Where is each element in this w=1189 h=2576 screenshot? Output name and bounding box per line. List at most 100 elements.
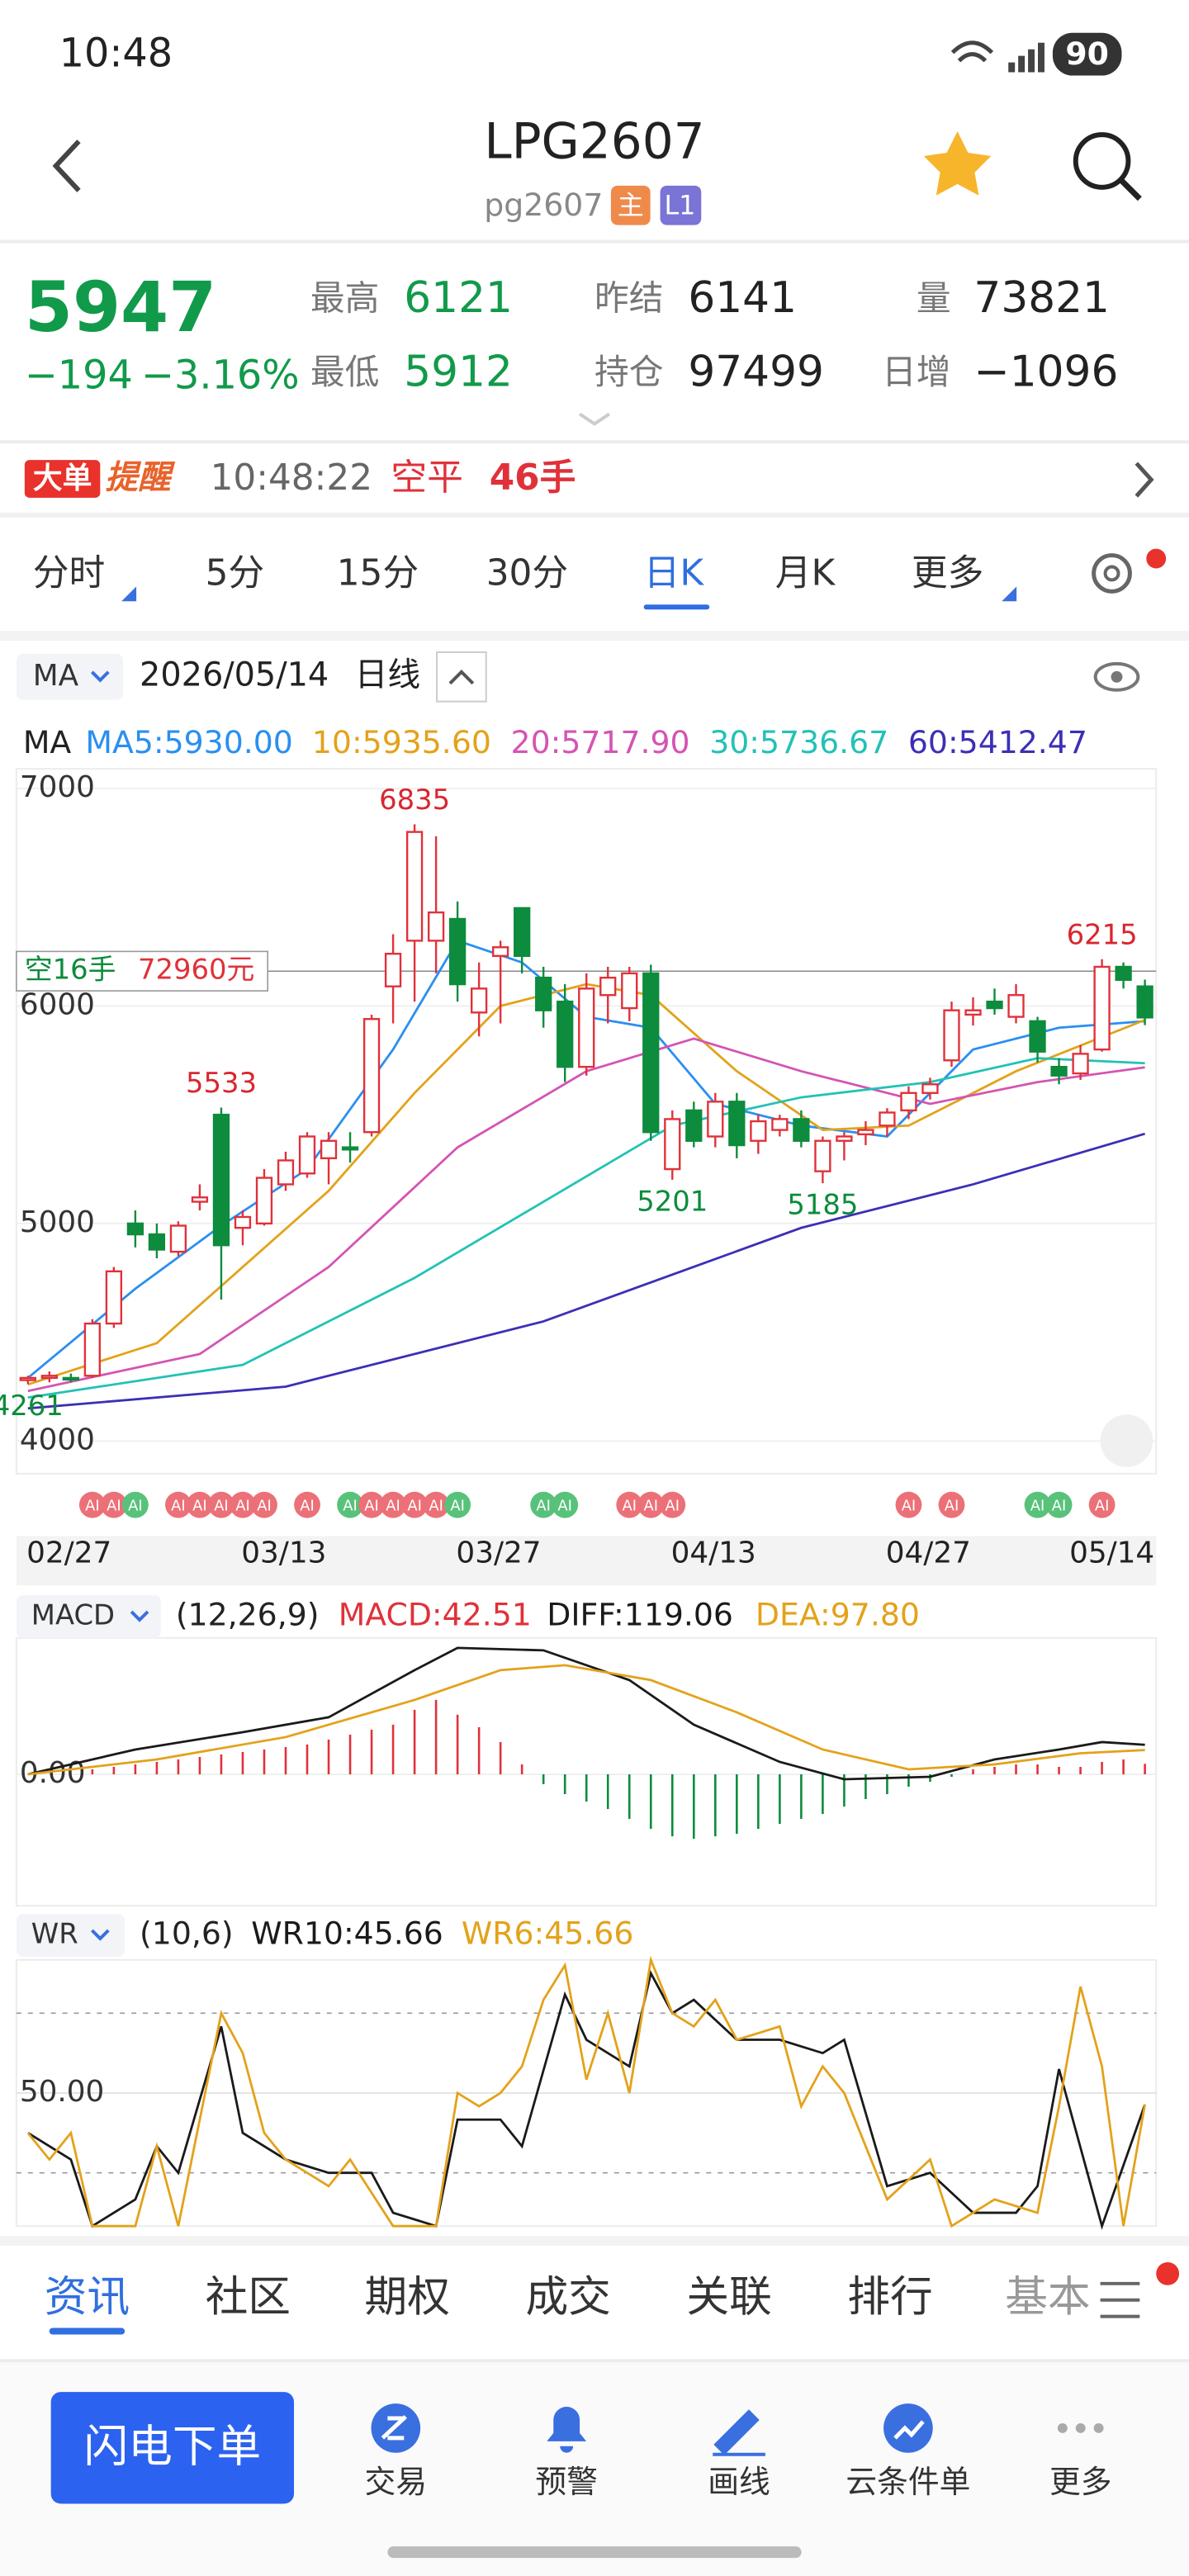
candle-body (599, 976, 617, 997)
bottom-tab[interactable]: 资讯 (45, 2273, 130, 2323)
indicator-selector[interactable] (16, 653, 124, 700)
alert-more[interactable] (1135, 462, 1154, 498)
candle-body (19, 1376, 36, 1381)
bottom-tab[interactable]: 基本 (1005, 2273, 1090, 2323)
quote-label: 持仓 (594, 352, 664, 392)
candle-body (277, 1159, 295, 1186)
x-tick-label: 02/27 (26, 1536, 111, 1570)
favorite-button[interactable] (923, 131, 992, 196)
candle-body (191, 1196, 209, 1203)
candle-body (470, 987, 488, 1014)
candle-body (212, 1113, 230, 1247)
alert-qty: 46手 (490, 457, 576, 499)
candle-body (964, 1009, 982, 1016)
candle-body (728, 1101, 746, 1147)
candle-body (1050, 1065, 1068, 1077)
visibility-button[interactable] (1093, 661, 1140, 692)
period-tab[interactable]: 更多 (912, 552, 983, 594)
candle-body (900, 1091, 917, 1112)
period-tab[interactable]: 日K (644, 552, 705, 594)
ai-signal-text: AI (557, 1498, 572, 1515)
search-button[interactable] (1073, 132, 1131, 190)
ai-signal (251, 1491, 277, 1518)
bottom-tab[interactable]: 社区 (206, 2273, 291, 2323)
legend-entry: 60:5412.47 (908, 724, 1087, 760)
alert-tag-text: 大单 (33, 462, 92, 495)
alert-action: 空平 (391, 457, 462, 499)
quick-order-button[interactable] (50, 2392, 295, 2504)
period-tab[interactable]: 分时 (33, 552, 105, 594)
period-tab[interactable]: 30分 (486, 552, 568, 594)
bottom-tab[interactable]: 成交 (525, 2273, 610, 2323)
menu-button[interactable] (1100, 2281, 1140, 2318)
candle-body (557, 1000, 574, 1068)
charts: 4000 5000 6000 7000 空16手 72960元 4261 5533 6835 52… (0, 724, 1157, 2230)
ai-signal-text: AI (407, 1498, 422, 1515)
dropdown-icon (90, 670, 110, 683)
extreme-label: 6215 (1067, 918, 1138, 950)
action-label[interactable]: 交易 (365, 2464, 428, 2500)
action-label[interactable]: 画线 (708, 2464, 770, 2500)
dropdown-icon (130, 1610, 149, 1622)
quote-value: 5912 (404, 348, 513, 397)
alert-time: 10:48:22 (211, 457, 372, 499)
extreme-label: 5185 (787, 1188, 858, 1220)
candle-body (255, 1177, 273, 1225)
bottom-tab[interactable]: 期权 (365, 2273, 450, 2323)
indicator-line (26, 1955, 1146, 2228)
candle-body (514, 907, 531, 957)
candle-body (793, 1118, 810, 1142)
candle-body (341, 1146, 359, 1151)
candle-body (405, 831, 424, 942)
period-tab[interactable]: 15分 (337, 552, 419, 594)
bottom-tab[interactable]: 排行 (847, 2273, 932, 2323)
action-icon (1075, 2422, 1086, 2433)
indicator-selector[interactable] (16, 1595, 161, 1638)
ai-signal (659, 1491, 686, 1518)
collapse-button[interactable] (436, 651, 487, 703)
badge-text: L1 (664, 190, 695, 221)
candle-body (62, 1376, 79, 1381)
badge (660, 185, 702, 225)
ai-signal (100, 1491, 127, 1518)
back-button[interactable] (52, 140, 81, 192)
ai-signal-text: AI (386, 1498, 400, 1515)
action-items: 交易 预警 画线 云条件单 更多 (365, 2464, 1112, 2500)
action-label[interactable]: 预警 (535, 2464, 598, 2500)
expand-button[interactable] (578, 412, 611, 426)
bottom-tab[interactable]: 关联 (686, 2273, 771, 2323)
ai-signal-text: AI (107, 1498, 121, 1515)
period-tab[interactable]: 5分 (206, 552, 265, 594)
indicator-params: (10,6) (140, 1915, 234, 1951)
ai-signal (423, 1491, 450, 1518)
extreme-label: 4261 (0, 1390, 64, 1422)
legend-title: MA (23, 724, 72, 760)
indicator-selector[interactable] (16, 1914, 126, 1957)
ai-signal-text: AI (1095, 1498, 1110, 1515)
ai-signal (1088, 1491, 1116, 1518)
ai-signal-text: AI (214, 1498, 229, 1515)
quote-label: 最低 (310, 352, 380, 392)
extreme-label: 5533 (186, 1067, 257, 1099)
settings-button[interactable] (1092, 553, 1132, 594)
dropdown-icon (1002, 586, 1017, 602)
period-tab[interactable]: 月K (775, 552, 836, 594)
x-tick-label: 04/27 (886, 1536, 971, 1570)
action-label[interactable]: 云条件单 (846, 2464, 970, 2500)
signal-icon (1008, 42, 1045, 73)
contract-code: pg2607 (484, 187, 603, 223)
ai-signal (401, 1491, 429, 1518)
candle-body (750, 1120, 767, 1142)
candle-body (621, 972, 638, 1010)
ai-signal (1024, 1491, 1051, 1518)
candle-body (448, 917, 467, 986)
candle-body (1007, 994, 1025, 1018)
ai-signal-text: AI (622, 1498, 637, 1515)
divider (0, 440, 1189, 444)
candle-body (1072, 1053, 1089, 1075)
period-tabs: 分时 5分 15分 30分 日K 月K 更多 (33, 552, 1017, 610)
candle-body (857, 1129, 874, 1136)
candle-body (40, 1375, 58, 1380)
action-label[interactable]: 更多 (1049, 2464, 1112, 2500)
